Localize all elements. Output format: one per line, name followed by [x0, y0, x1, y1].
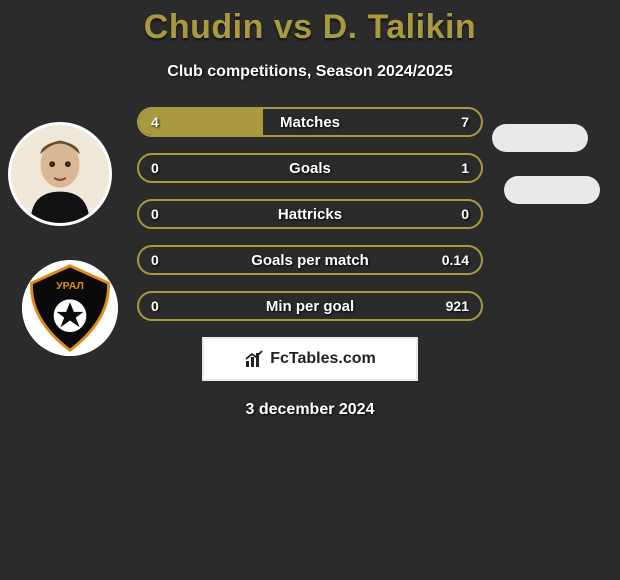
- stat-value-right: 921: [446, 293, 469, 319]
- page-title: Chudin vs D. Talikin: [0, 0, 620, 47]
- stat-bar: 0Goals per match0.14: [137, 245, 483, 275]
- player-left-avatar: [8, 122, 112, 226]
- stat-value-right: 0: [461, 201, 469, 227]
- chart-icon: [244, 349, 264, 369]
- stat-bar: 0Min per goal921: [137, 291, 483, 321]
- subtitle: Club competitions, Season 2024/2025: [0, 63, 620, 81]
- club-left-badge: УРАЛ: [22, 260, 118, 356]
- stat-label: Min per goal: [139, 293, 481, 319]
- brand-text: FcTables.com: [270, 350, 376, 368]
- stat-label: Goals: [139, 155, 481, 181]
- stat-bar: 0Goals1: [137, 153, 483, 183]
- stat-value-right: 0.14: [442, 247, 469, 273]
- stat-label: Hattricks: [139, 201, 481, 227]
- brand-box[interactable]: FcTables.com: [202, 337, 418, 381]
- player-right-pill: [492, 124, 588, 152]
- date-text: 3 december 2024: [0, 401, 620, 419]
- stat-label: Matches: [139, 109, 481, 135]
- stat-label: Goals per match: [139, 247, 481, 273]
- stat-value-right: 7: [461, 109, 469, 135]
- stat-value-right: 1: [461, 155, 469, 181]
- stat-bar: 4Matches7: [137, 107, 483, 137]
- svg-text:УРАЛ: УРАЛ: [56, 280, 84, 292]
- stat-bar: 0Hattricks0: [137, 199, 483, 229]
- player-right-pill: [504, 176, 600, 204]
